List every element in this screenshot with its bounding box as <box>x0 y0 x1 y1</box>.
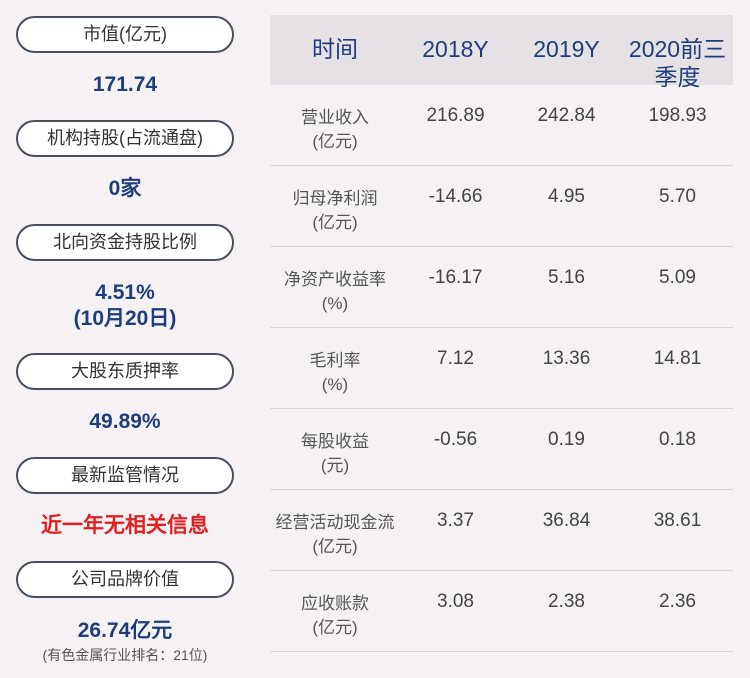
financial-table: 时间 2018Y 2019Y 2020前三 季度 营业收入 (亿元) 216.89… <box>270 15 733 652</box>
brand-value-label: 公司品牌价值 <box>16 561 234 598</box>
header-2020-q3-line2: 季度 <box>654 64 701 90</box>
table-cell: 3.08 <box>437 591 474 612</box>
pledge-ratio-label: 大股东质押率 <box>16 353 234 390</box>
regulation-value: 近一年无相关信息 <box>41 514 209 537</box>
table-cell: 4.95 <box>548 186 585 207</box>
table-cell: 2.36 <box>659 591 696 612</box>
northbound-ratio-value: 4.51% <box>95 281 155 304</box>
header-2018y: 2018Y <box>422 36 489 62</box>
brand-value-rank-note: (有色金属行业排名：21位) <box>42 647 208 663</box>
header-2019y: 2019Y <box>533 36 600 62</box>
institution-holding-value: 0家 <box>108 177 142 200</box>
market-cap-label: 市值(亿元) <box>16 16 234 53</box>
table-cell: 2.38 <box>548 591 585 612</box>
table-header: 时间 2018Y 2019Y 2020前三 季度 <box>270 15 733 90</box>
row-label: 经营活动现金流 (亿元) <box>275 513 395 556</box>
table-row: 每股收益 (元) -0.56 0.19 0.18 <box>270 409 733 490</box>
table-cell: 216.89 <box>426 105 485 126</box>
table-cell: 3.37 <box>437 510 474 531</box>
row-label: 营业收入 (亿元) <box>301 108 369 151</box>
row-label: 应收账款 (亿元) <box>301 594 369 637</box>
northbound-ratio-date: (10月20日) <box>73 307 177 330</box>
market-cap-value: 171.74 <box>92 73 158 96</box>
table-cell: 5.09 <box>659 267 696 288</box>
table-cell: 38.61 <box>653 510 702 531</box>
table-cell: 14.81 <box>653 348 702 369</box>
table-row: 归母净利润 (亿元) -14.66 4.95 5.70 <box>270 166 733 247</box>
row-label: 每股收益 (元) <box>301 432 369 475</box>
row-label: 净资产收益率 (%) <box>284 270 386 313</box>
northbound-ratio-label: 北向资金持股比例 <box>16 224 234 261</box>
table-row: 净资产收益率 (%) -16.17 5.16 5.09 <box>270 247 733 328</box>
table-cell: 13.36 <box>542 348 591 369</box>
table-row: 应收账款 (亿元) 3.08 2.38 2.36 <box>270 571 733 652</box>
brand-value-value: 26.74亿元 <box>77 619 173 642</box>
row-label: 归母净利润 (亿元) <box>292 189 378 232</box>
pledge-ratio-value: 49.89% <box>89 410 161 433</box>
table-cell: 198.93 <box>648 105 707 126</box>
table-cell: 5.70 <box>659 186 696 207</box>
header-2020-q3-line1: 2020前三 <box>628 36 727 62</box>
header-time: 时间 <box>312 36 358 62</box>
table-cell: 0.18 <box>659 429 696 450</box>
table-cell: 7.12 <box>437 348 474 369</box>
table-cell: -16.17 <box>428 267 483 288</box>
left-panel: 市值(亿元) 171.74 机构持股(占流通盘) 0家 北向资金持股比例 4.5… <box>0 0 250 678</box>
table-cell: -0.56 <box>433 429 478 450</box>
table-row: 营业收入 (亿元) 216.89 242.84 198.93 <box>270 85 733 166</box>
table-row: 毛利率 (%) 7.12 13.36 14.81 <box>270 328 733 409</box>
table-cell: 0.19 <box>548 429 585 450</box>
table-cell: 5.16 <box>548 267 585 288</box>
table-cell: 242.84 <box>537 105 596 126</box>
regulation-label: 最新监管情况 <box>16 457 234 494</box>
row-label: 毛利率 (%) <box>309 351 361 394</box>
table-row: 经营活动现金流 (亿元) 3.37 36.84 38.61 <box>270 490 733 571</box>
table-cell: -14.66 <box>428 186 483 207</box>
institution-holding-label: 机构持股(占流通盘) <box>16 120 234 157</box>
table-cell: 36.84 <box>542 510 591 531</box>
